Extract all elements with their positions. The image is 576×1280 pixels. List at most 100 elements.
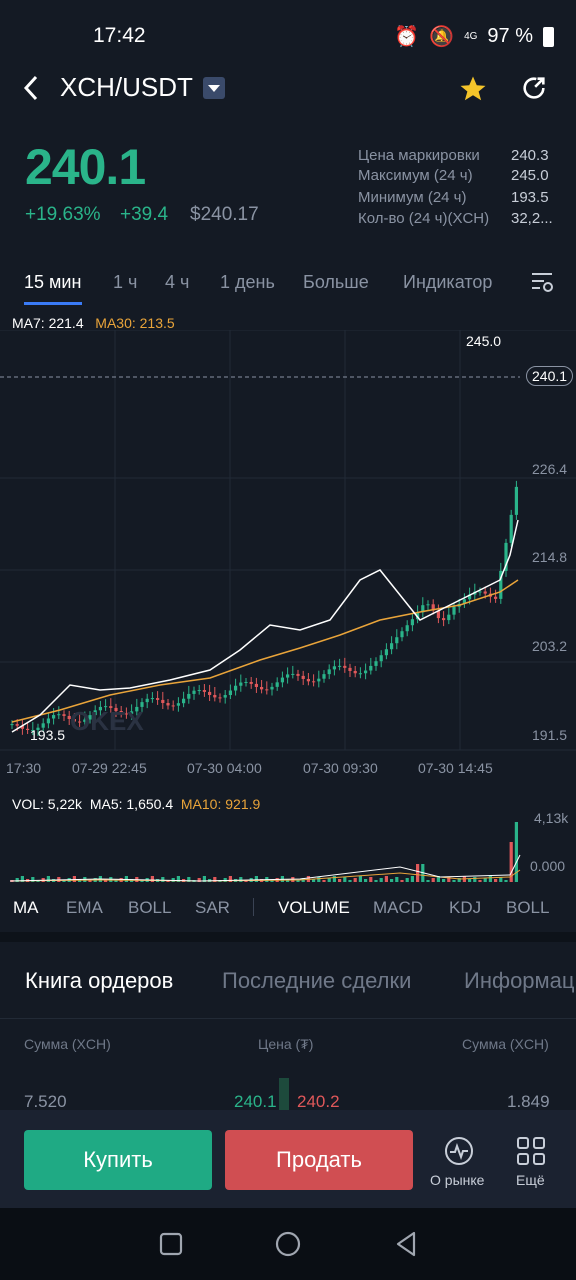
x-tick: 07-30 09:30 — [303, 760, 378, 776]
tab-1h[interactable]: 1 ч — [113, 272, 138, 292]
change-percent: +19.63% — [25, 204, 101, 225]
candle-body — [395, 637, 399, 644]
candle-body — [364, 670, 368, 674]
candle-body — [416, 612, 420, 620]
y-tick: 214.8 — [532, 549, 568, 565]
ma7-line — [11, 519, 519, 733]
indicator-ema[interactable]: EMA — [66, 898, 103, 917]
candle-body — [62, 714, 66, 716]
ob-ask-price[interactable]: 240.2 — [297, 1092, 340, 1111]
ob-header-ask-amount: Сумма (XCH) — [462, 1036, 549, 1052]
candle-body — [390, 643, 394, 650]
candle-body — [301, 675, 305, 679]
pair-dropdown-icon[interactable] — [203, 77, 225, 99]
change-absolute: +39.4 — [120, 204, 169, 225]
vol-tick: 0.000 — [530, 858, 566, 874]
buy-button[interactable]: Купить — [24, 1130, 212, 1190]
market-label[interactable]: О рынке — [430, 1172, 485, 1188]
y-tick: 203.2 — [532, 638, 568, 654]
candle-body — [317, 678, 321, 682]
volume-bar — [31, 877, 35, 882]
ob-header-price: Цена (₮) — [258, 1036, 314, 1052]
ob-bid-price[interactable]: 240.1 — [234, 1092, 277, 1111]
active-tab-indicator — [24, 302, 82, 305]
volume-bar — [478, 880, 482, 882]
sell-button[interactable]: Продать — [225, 1130, 413, 1190]
indicator-sar[interactable]: SAR — [195, 898, 230, 917]
back-icon[interactable] — [20, 74, 44, 102]
tab-orderbook[interactable]: Книга ордеров — [25, 968, 174, 993]
candle-body — [67, 715, 71, 720]
volume-bar — [213, 877, 217, 882]
system-nav-bar — [0, 1208, 576, 1280]
volume-bar — [452, 880, 456, 882]
indicator-kdj[interactable]: KDJ — [449, 898, 482, 917]
stat-label: Цена маркировки — [358, 147, 480, 164]
ma10-label: MA10: 921.9 — [180, 796, 261, 812]
candle-body — [15, 724, 19, 726]
volume-bar — [176, 876, 180, 882]
tab-recent-trades[interactable]: Последние сделки — [222, 968, 412, 993]
stat-label: Минимум (24 ч) — [358, 189, 467, 206]
candle-body — [468, 594, 472, 600]
home-icon[interactable] — [275, 1231, 301, 1257]
volume-bar — [410, 876, 414, 882]
candle-body — [98, 706, 102, 711]
stat-label: Кол-во (24 ч)(XCH) — [358, 210, 490, 227]
candle-body — [358, 673, 362, 675]
candle-body — [478, 591, 482, 593]
tab-4h[interactable]: 4 ч — [165, 272, 190, 292]
favorite-star-icon[interactable] — [458, 74, 488, 104]
nav-back-icon[interactable] — [394, 1231, 418, 1257]
market-icon[interactable] — [444, 1136, 474, 1166]
ma7-label: MA7: 221.4 — [12, 315, 84, 331]
volume-bar — [483, 878, 487, 882]
indicator-volume[interactable]: VOLUME — [278, 898, 350, 917]
more-grid-icon[interactable] — [516, 1136, 546, 1166]
ob-bid-amount: 7.520 — [24, 1092, 67, 1111]
candle-body — [130, 711, 134, 714]
volume-bar — [499, 877, 503, 882]
candle-body — [239, 682, 243, 686]
candle-body — [135, 706, 139, 712]
candle-body — [161, 699, 165, 703]
candle-body — [400, 631, 404, 638]
candle-body — [26, 728, 30, 730]
recents-icon[interactable] — [159, 1232, 183, 1256]
candle-body — [452, 606, 456, 615]
pair-title[interactable]: XCH/USDT — [60, 72, 193, 102]
volume-bar — [390, 879, 394, 882]
chart-settings-icon[interactable] — [530, 270, 554, 294]
candle-body — [218, 697, 222, 699]
volume-bar — [239, 877, 243, 882]
candle-body — [494, 596, 498, 599]
candle-body — [504, 542, 508, 571]
stat-value: 32,2... — [511, 210, 553, 227]
candle-body — [78, 721, 82, 723]
volume-bar — [124, 876, 128, 882]
volume-chart[interactable] — [0, 815, 576, 885]
candle-body — [286, 674, 290, 678]
volume-bar — [384, 876, 388, 882]
candle-body — [348, 667, 352, 671]
tab-info[interactable]: Информац — [464, 968, 575, 993]
candle-body — [208, 691, 212, 695]
indicator-boll[interactable]: BOLL — [128, 898, 172, 917]
indicator-ma[interactable]: MA — [13, 898, 39, 917]
tab-more[interactable]: Больше — [303, 272, 369, 292]
high-label: 245.0 — [466, 333, 502, 349]
candlestick-chart[interactable] — [0, 330, 576, 755]
tab-15min[interactable]: 15 мин — [24, 272, 82, 292]
more-label[interactable]: Ещё — [516, 1172, 545, 1188]
volume-bar — [374, 880, 378, 882]
share-icon[interactable] — [520, 74, 548, 102]
tab-indicator[interactable]: Индикатор — [403, 272, 493, 292]
indicator-macd[interactable]: MACD — [373, 898, 424, 917]
ma30-line — [11, 579, 519, 723]
volume-bars — [10, 822, 518, 882]
tab-1day[interactable]: 1 день — [220, 272, 275, 292]
volume-bar — [348, 880, 352, 882]
indicator-boll-sub[interactable]: BOLL — [506, 898, 550, 917]
candle-body — [436, 610, 440, 619]
volume-bar — [343, 877, 347, 882]
